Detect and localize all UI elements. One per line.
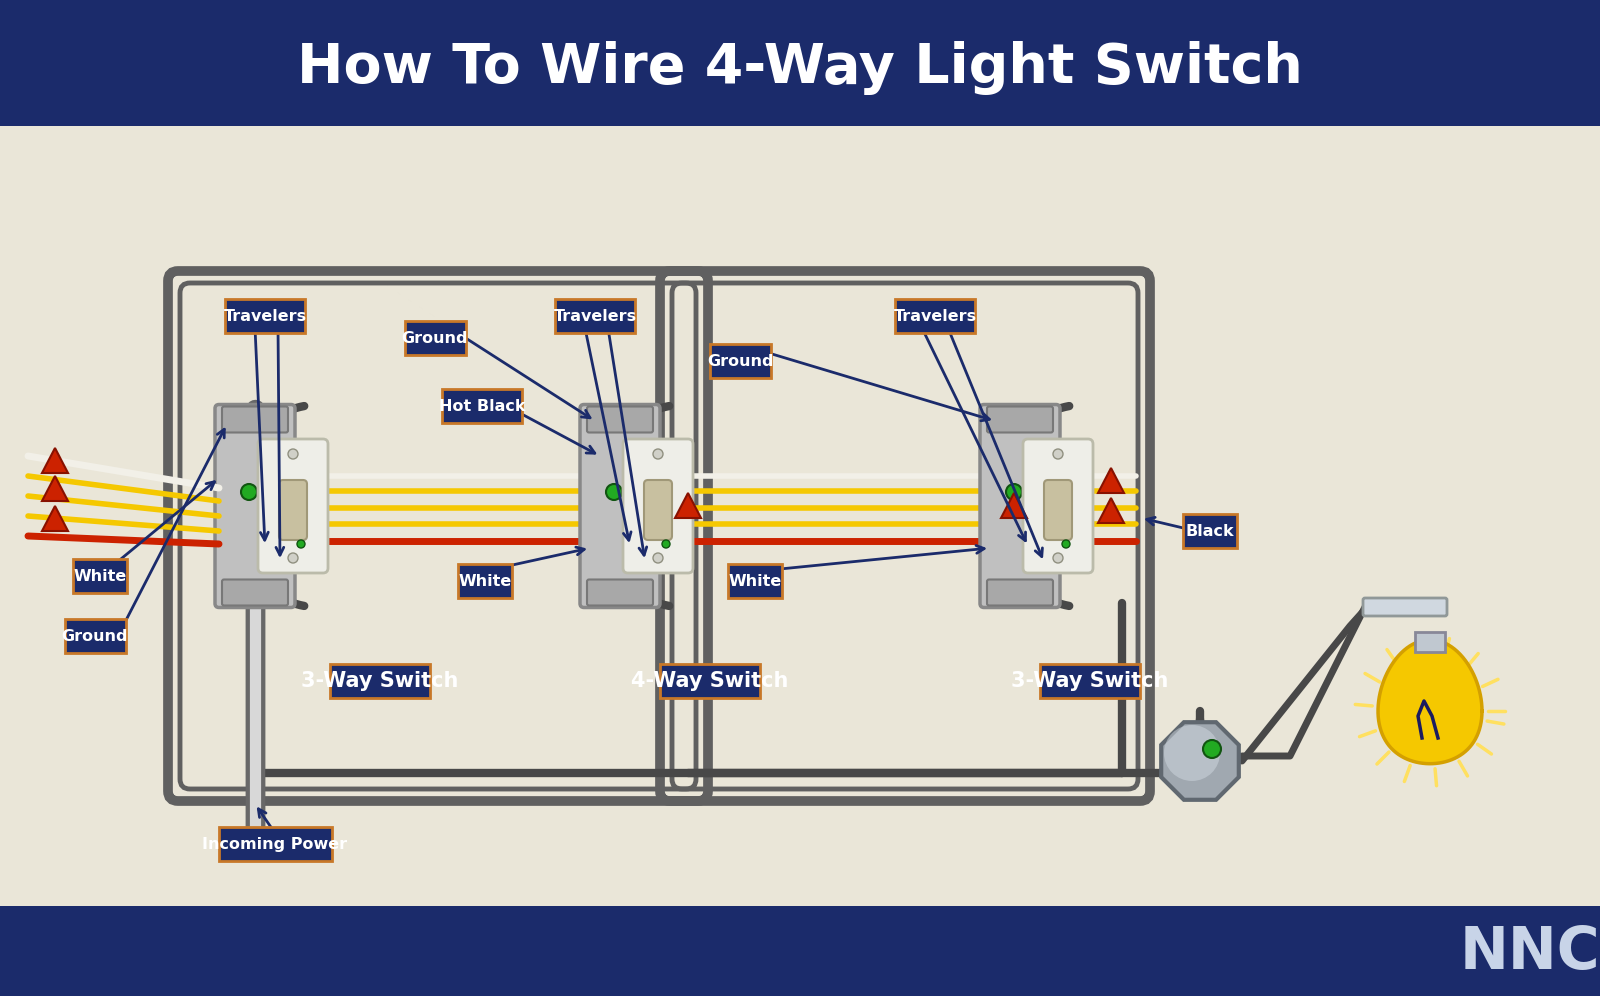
FancyBboxPatch shape — [458, 564, 512, 598]
Text: Incoming Power: Incoming Power — [203, 837, 347, 852]
FancyBboxPatch shape — [1040, 664, 1139, 698]
Circle shape — [653, 449, 662, 459]
Text: NNC: NNC — [1459, 923, 1600, 980]
Text: Ground: Ground — [402, 331, 469, 346]
Text: Ground: Ground — [707, 354, 773, 369]
FancyBboxPatch shape — [709, 344, 771, 378]
FancyBboxPatch shape — [894, 299, 976, 333]
FancyBboxPatch shape — [222, 580, 288, 606]
Polygon shape — [675, 493, 701, 518]
Circle shape — [288, 553, 298, 563]
FancyBboxPatch shape — [622, 439, 693, 573]
Text: Travelers: Travelers — [554, 309, 637, 324]
Circle shape — [242, 484, 258, 500]
FancyBboxPatch shape — [555, 299, 635, 333]
FancyBboxPatch shape — [979, 404, 1059, 608]
FancyBboxPatch shape — [442, 389, 522, 423]
FancyBboxPatch shape — [0, 906, 1600, 996]
Circle shape — [1062, 540, 1070, 548]
FancyBboxPatch shape — [1022, 439, 1093, 573]
Circle shape — [1053, 449, 1062, 459]
Text: Travelers: Travelers — [893, 309, 976, 324]
Polygon shape — [1098, 468, 1123, 493]
FancyBboxPatch shape — [0, 126, 1600, 906]
FancyBboxPatch shape — [587, 580, 653, 606]
FancyBboxPatch shape — [214, 404, 294, 608]
FancyBboxPatch shape — [1182, 514, 1237, 548]
Text: 4-Way Switch: 4-Way Switch — [632, 671, 789, 691]
Text: White: White — [458, 574, 512, 589]
Text: White: White — [74, 569, 126, 584]
Polygon shape — [1002, 493, 1027, 518]
FancyBboxPatch shape — [1043, 480, 1072, 540]
Circle shape — [662, 540, 670, 548]
Text: Ground: Ground — [62, 628, 128, 643]
FancyBboxPatch shape — [330, 664, 430, 698]
Polygon shape — [42, 506, 67, 531]
FancyBboxPatch shape — [987, 580, 1053, 606]
FancyBboxPatch shape — [579, 404, 661, 608]
Circle shape — [653, 553, 662, 563]
Text: White: White — [728, 574, 782, 589]
Text: How To Wire 4-Way Light Switch: How To Wire 4-Way Light Switch — [298, 41, 1302, 95]
FancyBboxPatch shape — [728, 564, 782, 598]
Circle shape — [1203, 740, 1221, 758]
Polygon shape — [1378, 639, 1482, 764]
Circle shape — [298, 540, 306, 548]
Text: Black: Black — [1186, 524, 1234, 539]
Text: Hot Black: Hot Black — [438, 398, 525, 413]
Circle shape — [288, 449, 298, 459]
Polygon shape — [42, 476, 67, 501]
FancyBboxPatch shape — [64, 619, 125, 653]
Polygon shape — [1162, 722, 1238, 800]
Circle shape — [1165, 725, 1221, 781]
FancyBboxPatch shape — [1363, 598, 1446, 616]
FancyBboxPatch shape — [222, 406, 288, 432]
FancyBboxPatch shape — [224, 299, 306, 333]
FancyBboxPatch shape — [587, 406, 653, 432]
Circle shape — [1006, 484, 1022, 500]
Polygon shape — [42, 448, 67, 473]
FancyBboxPatch shape — [258, 439, 328, 573]
Text: 3-Way Switch: 3-Way Switch — [1011, 671, 1168, 691]
FancyBboxPatch shape — [1414, 632, 1445, 652]
Text: Travelers: Travelers — [224, 309, 307, 324]
FancyBboxPatch shape — [987, 406, 1053, 432]
FancyBboxPatch shape — [405, 321, 466, 355]
FancyBboxPatch shape — [0, 0, 1600, 126]
FancyBboxPatch shape — [219, 827, 331, 861]
Circle shape — [1053, 553, 1062, 563]
FancyBboxPatch shape — [278, 480, 307, 540]
Circle shape — [606, 484, 622, 500]
FancyBboxPatch shape — [72, 559, 128, 593]
FancyBboxPatch shape — [661, 664, 760, 698]
FancyBboxPatch shape — [643, 480, 672, 540]
Text: 3-Way Switch: 3-Way Switch — [301, 671, 459, 691]
Polygon shape — [1098, 498, 1123, 523]
